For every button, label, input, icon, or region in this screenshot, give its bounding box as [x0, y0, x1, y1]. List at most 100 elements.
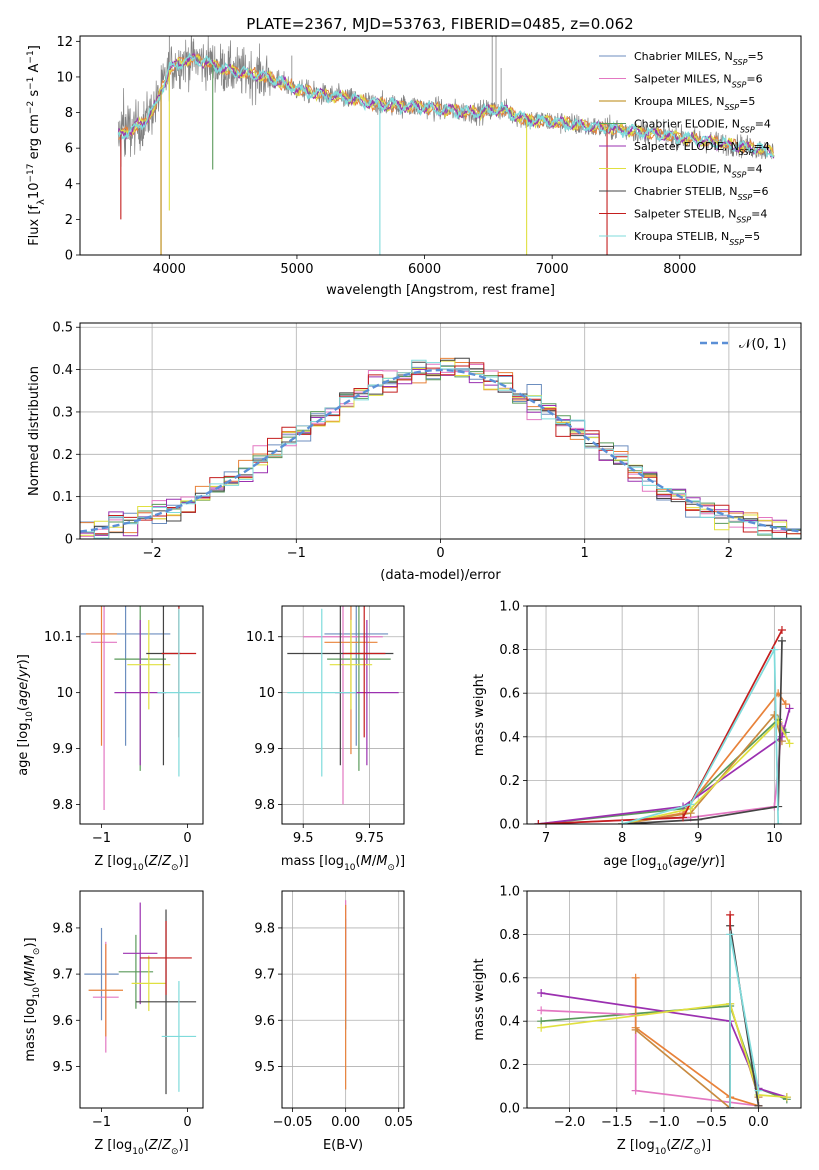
spectrum-ylabel: Flux [fλ10−17 erg cm−2 s−1 A−1]	[26, 45, 47, 246]
y-tick-label: 9.8	[52, 921, 73, 936]
mass-weight-marker	[694, 815, 703, 824]
y-tick-label: 10	[56, 70, 73, 85]
z-weight-xlabel: Z [log10(Z/Z⊙)]	[617, 1138, 711, 1157]
y-tick-label: 0.2	[499, 774, 520, 789]
model-spectrum-line	[117, 52, 774, 159]
mass-weight-marker	[631, 1025, 640, 1034]
y-tick-label: 0.5	[52, 321, 73, 336]
mass-weight-marker	[770, 645, 779, 654]
x-tick-label: 2	[725, 546, 733, 561]
x-tick-label: 9	[694, 831, 702, 846]
z-mass-ylabel: mass [log10(M/M⊙)]	[23, 937, 42, 1061]
mass-weight-marker	[754, 1101, 763, 1108]
y-tick-label: 0.6	[499, 687, 520, 702]
mass-weight-series	[634, 977, 759, 1107]
legend-label: Kroupa MILES, NSSP=5	[634, 95, 755, 112]
y-tick-label: 10	[258, 686, 275, 701]
x-tick-label: 0.05	[384, 1115, 413, 1130]
mass-weight-marker	[537, 1006, 546, 1015]
mass-weight-marker	[770, 711, 779, 719]
x-tick-label: 9.75	[355, 831, 384, 846]
legend-label: Kroupa ELODIE, NSSP=4	[634, 163, 763, 180]
spectrum-frame	[79, 35, 802, 256]
mass-weight-marker	[618, 820, 627, 824]
legend-label: Salpeter ELODIE, NSSP=4	[634, 140, 770, 157]
x-tick-label: 0	[183, 1115, 191, 1130]
z-age-axes: −1 0 9.8 9.9 10 10.1	[44, 630, 192, 846]
z-age-ylabel: age [log10(age/yr)]	[16, 654, 35, 776]
y-tick-label: 0.2	[52, 448, 73, 463]
y-tick-label: 10	[56, 686, 73, 701]
mass-weight-marker	[631, 1086, 640, 1095]
mass-weight-marker	[774, 820, 783, 824]
x-tick-label: 8	[618, 831, 626, 846]
x-tick-label: 5000	[280, 262, 313, 277]
age-weight-plot	[534, 625, 794, 824]
mass-weight-marker	[754, 1086, 763, 1095]
y-tick-label: 9.5	[254, 1060, 275, 1075]
y-tick-label: 0.4	[499, 1015, 520, 1030]
y-tick-label: 9.7	[254, 968, 275, 983]
mass-weight-series	[621, 646, 780, 824]
mass-weight-marker	[537, 1023, 546, 1032]
y-tick-label: 10.1	[44, 630, 73, 645]
residuals-axes: −2 −1 0 1 2 0 0.1 0.2 0.3 0.4 0.5	[52, 321, 801, 561]
x-tick-label: 0.00	[331, 1115, 360, 1130]
y-tick-label: 8	[65, 106, 73, 121]
y-tick-label: 9.8	[254, 921, 275, 936]
y-tick-label: 9.9	[254, 742, 275, 757]
y-tick-label: 0.0	[499, 1102, 520, 1117]
age-weight-xlabel: age [log10(age/yr)]	[603, 854, 725, 873]
y-tick-label: 9.8	[52, 798, 73, 813]
mass-weight-marker	[686, 800, 695, 809]
x-tick-label: 7000	[536, 262, 569, 277]
x-tick-label: 1	[581, 546, 589, 561]
y-tick-label: 0.8	[499, 928, 520, 943]
mass-weight-marker	[781, 700, 790, 709]
y-tick-label: 1.0	[499, 885, 520, 900]
residuals-plot	[80, 357, 801, 539]
y-tick-label: 0	[65, 249, 73, 264]
mass-age-axes: 9.5 9.75 9.8 9.9 10 10.1	[246, 606, 404, 846]
spectrum-plot	[117, 36, 775, 255]
z-age-plot	[80, 606, 201, 811]
spectrum-legend: Chabrier MILES, NSSP=5 Salpeter MILES, NS…	[599, 50, 771, 247]
z-weight-ylabel: mass weight	[472, 958, 487, 1040]
ebv-mass-xlabel: E(B-V)	[323, 1138, 363, 1153]
y-tick-label: 0	[65, 533, 73, 548]
x-tick-label: −1	[92, 1115, 111, 1130]
mass-weight-marker	[537, 988, 546, 997]
mass-weight-marker	[782, 1093, 791, 1102]
legend-label: Salpeter STELIB, NSSP=4	[634, 208, 767, 225]
y-tick-label: 0.3	[52, 405, 73, 420]
z-mass-frame	[79, 890, 204, 1109]
legend-label: Kroupa STELIB, NSSP=5	[634, 230, 760, 247]
y-tick-label: 0.8	[499, 643, 520, 658]
z-mass-plot	[84, 902, 197, 1095]
legend-label: 𝒩(0, 1)	[739, 337, 786, 352]
y-tick-label: 9.7	[52, 968, 73, 983]
y-tick-label: 4	[65, 177, 73, 192]
mass-weight-marker	[726, 930, 735, 939]
ebv-mass-frame	[281, 890, 405, 1109]
z-mass-xlabel: Z [log10(Z/Z⊙)]	[94, 1138, 188, 1157]
spectrum-xlabel: wavelength [Angstrom, rest frame]	[326, 283, 555, 298]
mass-weight-series	[538, 708, 791, 824]
age-weight-ylabel: mass weight	[472, 674, 487, 756]
y-tick-label: 9.5	[52, 1060, 73, 1075]
mass-weight-series	[622, 640, 783, 824]
y-tick-label: 0.4	[52, 363, 73, 378]
x-tick-label: −0.5	[695, 1115, 727, 1130]
mass-age-plot	[287, 606, 399, 805]
y-tick-label: 10.1	[246, 630, 275, 645]
y-tick-label: 0.0	[499, 818, 520, 833]
ebv-mass-axes: −0.05 0.00 0.05 9.5 9.6 9.7 9.8	[254, 891, 413, 1130]
normal-distribution-curve	[80, 368, 801, 533]
figure-title: PLATE=2367, MJD=53763, FIBERID=0485, z=0…	[246, 15, 633, 33]
y-tick-label: 9.8	[254, 798, 275, 813]
x-tick-label: 0	[183, 831, 191, 846]
legend-label: Chabrier MILES, NSSP=5	[634, 50, 764, 67]
y-tick-label: 0.1	[52, 490, 73, 505]
